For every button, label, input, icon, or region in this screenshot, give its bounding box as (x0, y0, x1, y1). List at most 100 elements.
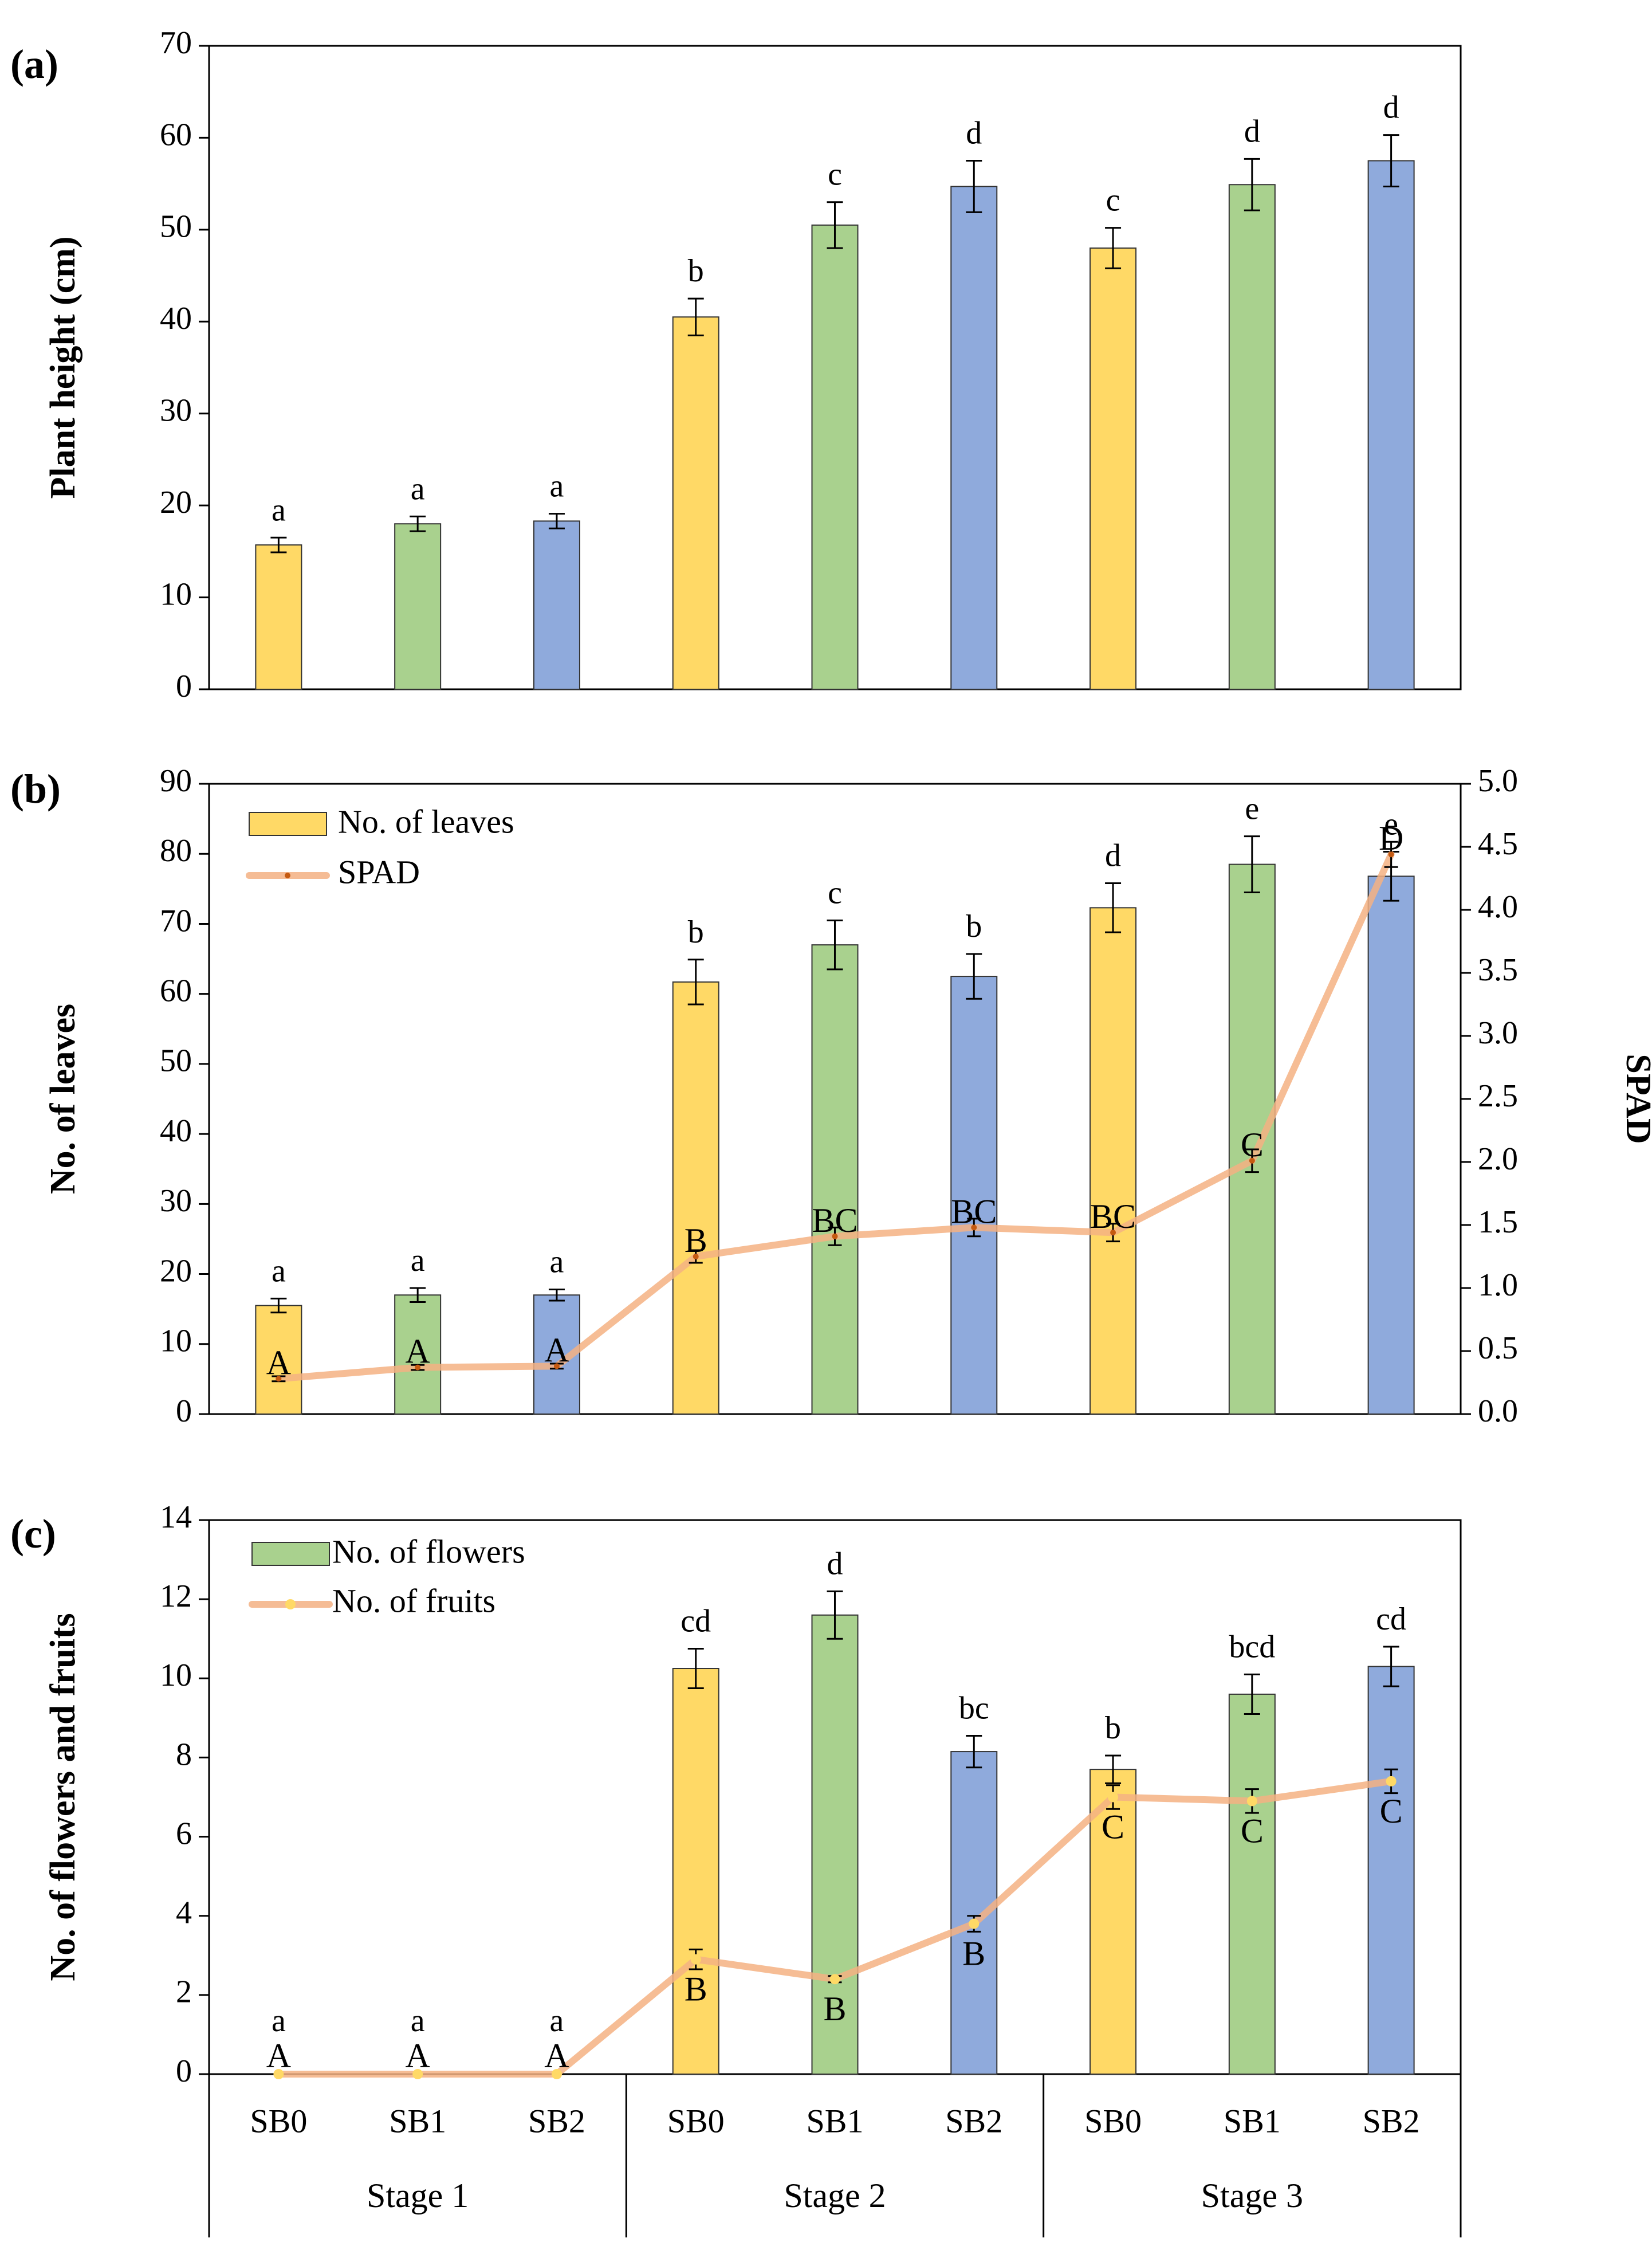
line-point (969, 1918, 980, 1929)
bar-sb0 (255, 544, 302, 690)
x-tick-label: SB1 (389, 2102, 446, 2139)
y-axis-title: Plant height (cm) (44, 236, 82, 498)
line-letter: B (962, 1935, 985, 1973)
significance-letter: d (1383, 90, 1399, 125)
y-tick-label: 80 (160, 833, 192, 869)
panel-a: (a) 0 10 20 30 40 50 60 70 Plant height (cm) a a a b c… (10, 25, 1462, 704)
bar-sb1 (394, 523, 442, 690)
line-point (415, 1364, 421, 1371)
legend-label-spad: SPAD (338, 853, 420, 890)
bar-sb1 (811, 1614, 859, 2075)
significance-letter: c (828, 157, 842, 193)
x-tick-label: SB1 (807, 2102, 864, 2139)
bar-sb1 (1228, 1693, 1276, 2075)
y-tick-label: 60 (160, 973, 192, 1009)
y2-tick-label: 1.5 (1478, 1204, 1518, 1240)
line-point (971, 1224, 977, 1231)
y-tick-label: 0 (176, 2053, 192, 2089)
line-point (1108, 1792, 1119, 1803)
y-tick-label: 90 (160, 763, 192, 799)
y-tick-label: 20 (160, 485, 192, 520)
significance-letter: bc (959, 1690, 989, 1726)
significance-letter: d (827, 1546, 843, 1581)
significance-letter: d (966, 116, 982, 151)
line-letter: A (266, 1344, 291, 1381)
y-tick-label: 70 (160, 903, 192, 939)
line-point (693, 1254, 699, 1259)
line-point (829, 1974, 840, 1985)
y2-tick-label: 2.0 (1478, 1141, 1518, 1177)
y2-tick-label: 2.5 (1478, 1078, 1518, 1114)
line-letter: BC (951, 1192, 997, 1230)
y-tick-label: 6 (176, 1816, 192, 1851)
legend-label-fruits: No. of fruits (332, 1582, 495, 1619)
y2-tick-label: 0.0 (1478, 1393, 1518, 1429)
significance-letter: bcd (1229, 1629, 1275, 1664)
y-axis-title: No. of flowers and fruits (44, 1613, 82, 1981)
stage-label: Stage 3 (1201, 2177, 1303, 2214)
y-tick-label: 40 (160, 301, 192, 336)
line-letter: C (1241, 1126, 1264, 1164)
legend-swatch-leaves (249, 812, 327, 836)
y2-tick-label: 3.0 (1478, 1015, 1518, 1051)
bar-sb2 (1367, 160, 1415, 690)
bar-sb2 (950, 186, 998, 690)
y-tick-label: 0 (176, 669, 192, 704)
y-tick-label: 20 (160, 1253, 192, 1289)
line-point (1388, 851, 1394, 858)
y-tick-label: 2 (176, 1974, 192, 2010)
y2-axis-title: SPAD (1619, 1054, 1652, 1144)
significance-letter: c (1106, 183, 1120, 218)
significance-letter: cd (1376, 1601, 1406, 1637)
bar-sb2 (1367, 1666, 1415, 2075)
line-letter: A (405, 1333, 430, 1371)
line-letter: B (685, 1970, 707, 2008)
y-tick-label: 12 (160, 1579, 192, 1614)
significance-letter: a (411, 471, 425, 506)
x-tick-label: SB0 (250, 2102, 307, 2139)
line-point (553, 1363, 560, 1369)
line-letter: B (685, 1222, 707, 1259)
y2-tick-label: 5.0 (1478, 763, 1518, 799)
line-point (412, 2069, 423, 2079)
stage-label: Stage 1 (367, 2177, 469, 2214)
y-tick-label: 10 (160, 1324, 192, 1359)
y-tick-label: 50 (160, 1043, 192, 1079)
stage-label: Stage 2 (784, 2177, 886, 2214)
x-tick-label: SB2 (945, 2102, 1002, 2139)
significance-letter: c (828, 875, 842, 910)
line-letter: C (1380, 1792, 1403, 1830)
line-letter: C (1102, 1808, 1124, 1846)
panel-label: (a) (10, 41, 58, 87)
y-axis-title: No. of leaves (44, 1004, 82, 1194)
line-letter: BC (812, 1202, 858, 1239)
panel-label: (c) (10, 1511, 56, 1557)
y2-tick-label: 3.5 (1478, 952, 1518, 988)
y2-tick-label: 1.0 (1478, 1267, 1518, 1303)
line-letter: BC (1090, 1197, 1136, 1235)
line-letter: A (544, 2037, 569, 2075)
significance-letter: e (1245, 791, 1259, 827)
significance-letter: d (1244, 113, 1260, 149)
significance-letter: a (272, 2003, 286, 2039)
significance-letter: a (411, 1243, 425, 1278)
x-tick-label: SB1 (1224, 2102, 1281, 2139)
significance-letter: b (1105, 1710, 1121, 1746)
y2-tick-label: 4.0 (1478, 889, 1518, 925)
significance-letter: a (411, 2003, 425, 2039)
y-tick-label: 30 (160, 393, 192, 429)
line-point (1246, 1796, 1257, 1807)
panel-b: (b) 0 10 20 30 40 50 60 70 80 90 No. of leaves 0.0 0.… (10, 763, 1652, 1429)
legend-marker-spad (285, 873, 290, 878)
bar-sb0 (1089, 1769, 1137, 2075)
y-tick-label: 10 (160, 576, 192, 612)
significance-letter: b (966, 909, 982, 944)
line-point (276, 1376, 282, 1382)
y-tick-label: 50 (160, 209, 192, 245)
significance-letter: e (1384, 807, 1398, 842)
line-letter: A (405, 2037, 430, 2075)
significance-letter: a (272, 492, 286, 528)
significance-letter: a (550, 469, 564, 504)
x-tick-label: SB0 (1084, 2102, 1142, 2139)
